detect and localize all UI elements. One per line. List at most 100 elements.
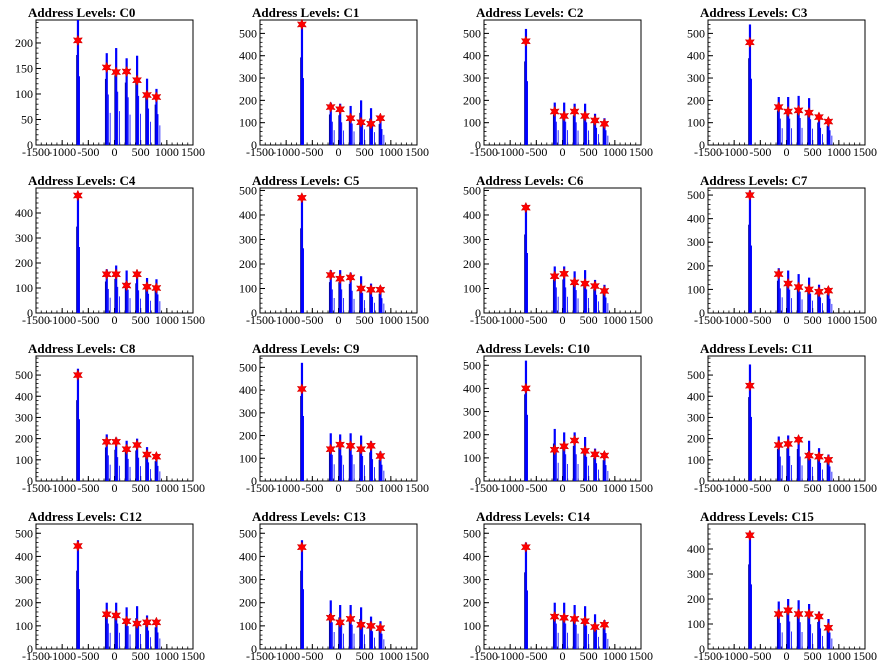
y-tick-label: 0: [251, 306, 257, 320]
x-tick-label: -1000: [720, 145, 748, 159]
x-tick-label: 1000: [155, 145, 179, 159]
y-tick-label: 200: [15, 256, 33, 270]
chart-plot: -1500-1000 -500 0 500 1000 1500 0 100 200 300 400 5…: [463, 19, 653, 159]
x-tick-label: 1500: [629, 145, 653, 159]
bar: [573, 605, 576, 649]
bar: [553, 102, 556, 145]
y-tick-label: 300: [687, 567, 705, 581]
bar: [360, 276, 363, 313]
chart-plot: -1500-1000 -500 0 500 1000 1500 0 100 200 300 400 5…: [463, 355, 653, 495]
star-marker-icon: [365, 620, 376, 632]
bar: [524, 542, 528, 649]
y-tick-label: 100: [239, 451, 257, 465]
x-tick-label: 1500: [405, 313, 429, 327]
bar: [797, 274, 800, 313]
x-tick-label: 1000: [827, 481, 851, 495]
y-tick-label: 300: [239, 232, 257, 246]
bar: [349, 605, 352, 649]
chart-title: Address Levels: C15: [700, 509, 814, 524]
x-tick-label: 1000: [379, 481, 403, 495]
star-marker-icon: [813, 285, 824, 298]
x-tick-label: 0: [560, 481, 566, 495]
x-tick-label: 0: [784, 145, 790, 159]
star-marker-icon: [365, 283, 376, 296]
y-tick-label: 0: [27, 306, 33, 320]
y-tick-label: 300: [463, 405, 481, 419]
bar: [145, 447, 149, 481]
x-tick-label: 1000: [827, 649, 851, 663]
bar: [136, 271, 139, 313]
star-marker-icon: [559, 267, 570, 280]
y-tick-label: 0: [475, 642, 481, 656]
y-tick-label: 0: [475, 138, 481, 152]
bar: [379, 286, 382, 313]
x-tick-label: -1000: [496, 649, 524, 663]
bar: [827, 454, 830, 481]
y-tick-label: 100: [687, 453, 705, 467]
bar: [748, 364, 752, 481]
star-marker-icon: [599, 117, 610, 130]
bar: [369, 616, 373, 649]
bar: [808, 277, 811, 313]
bar: [524, 203, 528, 313]
y-tick-label: 400: [687, 542, 705, 556]
x-tick-label: -1500: [694, 313, 722, 327]
y-tick-label: 200: [239, 429, 257, 443]
y-tick-label: 100: [239, 619, 257, 633]
bar: [155, 88, 158, 145]
bar: [787, 435, 790, 481]
chart-plot: -1500-1000 -500 0 500 1000 1500 0 100 200 300 400 5…: [15, 523, 205, 663]
x-tick-label: 0: [336, 649, 342, 663]
chart-panel: Address Levels: C3 -1500 -1000 -500 0 500 1000…: [672, 0, 896, 168]
y-tick-label: 300: [15, 410, 33, 424]
star-marker-icon: [823, 115, 834, 128]
bar: [603, 452, 606, 481]
star-marker-icon: [549, 105, 560, 118]
bar: [145, 615, 149, 649]
chart-plot: -1500-1000 -500 0 500 1000 1500 0 100 200 300 400 5…: [239, 18, 429, 159]
chart-title: Address Levels: C5: [252, 173, 360, 188]
bar: [603, 620, 606, 649]
y-tick-label: 500: [239, 26, 257, 40]
x-tick-label: 500: [580, 313, 598, 327]
star-marker-icon: [589, 621, 600, 633]
chart-plot: -1500-1000 -500 0 500 1000 1500 0 50 100 150 200: [15, 19, 205, 159]
star-marker-icon: [549, 443, 560, 456]
y-tick-label: 300: [239, 406, 257, 420]
x-tick-label: 0: [560, 313, 566, 327]
x-tick-label: 1500: [853, 145, 877, 159]
x-tick-label: 1500: [181, 649, 205, 663]
chart-panel: Address Levels: C11 -1500 -1000 -500 0 500 100…: [672, 336, 896, 504]
bar: [145, 278, 149, 313]
x-tick-label: 1500: [405, 649, 429, 663]
bar: [155, 453, 158, 481]
star-marker-icon: [345, 439, 356, 452]
chart-plot: -1500-1000 -500 0 500 1000 1500 0 100 200 300 400 5…: [463, 183, 653, 327]
star-marker-icon: [151, 91, 162, 103]
bar: [817, 611, 821, 649]
y-tick-label: 500: [15, 526, 33, 540]
x-tick-label: -1500: [694, 145, 722, 159]
chart-panel: Address Levels: C10 -1500 -1000 -500 0 500 100…: [448, 336, 672, 504]
x-tick-label: -1500: [470, 649, 498, 663]
chart-panel: Address Levels: C12 -1500 -1000 -500 0 500 100…: [0, 504, 224, 672]
y-tick-label: 100: [463, 619, 481, 633]
x-tick-label: 500: [356, 313, 374, 327]
chart-plot: -1500-1000 -500 0 500 1000 1500 0 100 200 300 400 5…: [15, 355, 205, 495]
star-marker-icon: [793, 104, 804, 117]
bar: [787, 270, 790, 313]
x-tick-label: 0: [112, 649, 118, 663]
bar: [603, 284, 606, 313]
chart-panel: Address Levels: C1 -1500 -1000 -500 0 500 1000…: [224, 0, 448, 168]
y-tick-label: 0: [699, 642, 705, 656]
bar: [125, 270, 128, 313]
bar: [563, 602, 566, 649]
bar: [563, 266, 566, 313]
y-tick-label: 200: [463, 93, 481, 107]
chart-panel: Address Levels: C2 -1500 -1000 -500 0 500 1000…: [448, 0, 672, 168]
y-tick-label: 200: [687, 259, 705, 273]
y-tick-label: 300: [15, 573, 33, 587]
bar: [797, 600, 800, 649]
x-tick-label: -500: [77, 313, 99, 327]
x-tick-label: 1000: [379, 313, 403, 327]
